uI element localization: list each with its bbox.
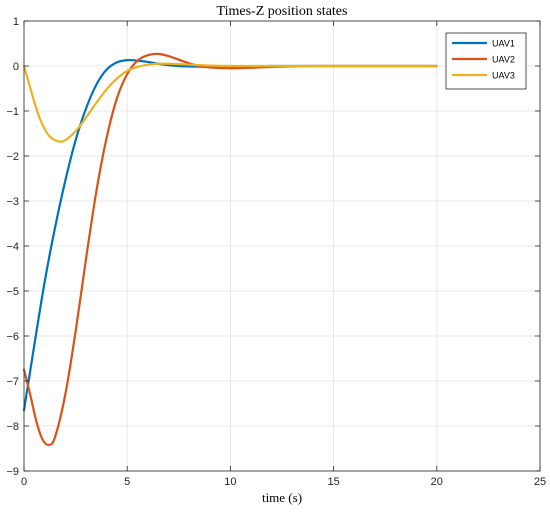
y-tick-label: −2	[6, 151, 19, 163]
x-tick-label: 5	[124, 476, 130, 488]
chart-title: Times-Z position states	[217, 4, 348, 19]
legend-label: UAV3	[492, 71, 515, 81]
series-lines	[22, 52, 438, 447]
legend-label: UAV2	[492, 55, 515, 65]
legend-label: UAV1	[492, 39, 515, 49]
y-tick-label: −1	[6, 106, 19, 118]
y-tick-label: −7	[6, 376, 19, 388]
x-axis-label: time (s)	[262, 490, 302, 505]
y-tick-label: −3	[6, 196, 19, 208]
x-tick-label: 0	[21, 476, 27, 488]
y-tick-label: −6	[6, 331, 19, 343]
y-tick-label: −8	[6, 421, 19, 433]
x-tick-label: 20	[431, 476, 443, 488]
y-tick-label: −4	[6, 241, 19, 253]
series-line-uav2	[22, 52, 438, 447]
y-tick-label: 1	[13, 16, 19, 28]
legend: UAV1 UAV2 UAV3	[445, 32, 527, 90]
y-tick-label: 0	[13, 61, 19, 73]
y-tick-label: −5	[6, 286, 19, 298]
y-tick-label: −9	[6, 466, 19, 478]
x-tick-label: 25	[534, 476, 546, 488]
series-line-uav3	[22, 62, 438, 143]
x-tick-label: 10	[224, 476, 236, 488]
x-tick-label: 15	[327, 476, 339, 488]
